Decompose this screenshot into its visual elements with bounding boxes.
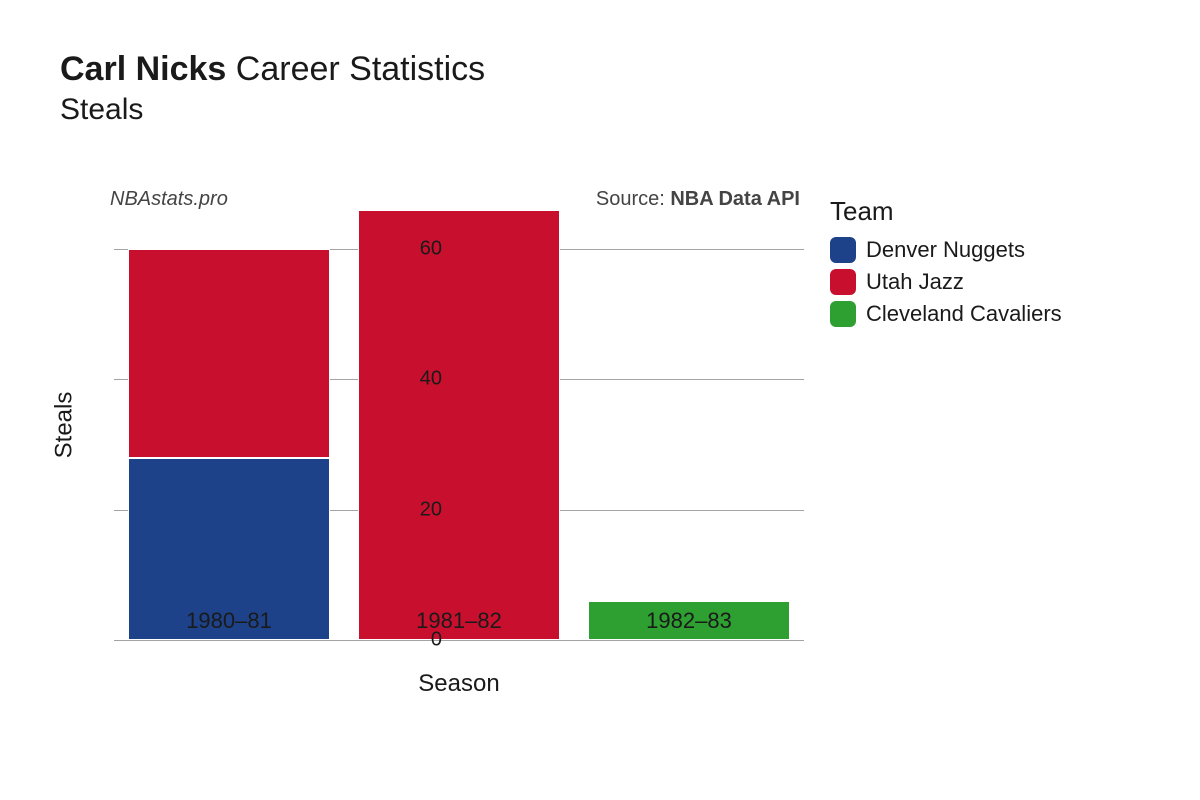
- chart-container: Carl Nicks Career Statistics Steals NBAs…: [0, 0, 1200, 800]
- y-axis-label: Steals: [52, 210, 76, 640]
- chart-zone: Steals Season Team Denver NuggetsUtah Ja…: [60, 170, 1140, 730]
- x-axis-label: Season: [114, 670, 804, 698]
- y-tick-label: 20: [402, 498, 442, 521]
- legend-title: Team: [830, 196, 1062, 227]
- legend-swatch: [830, 301, 856, 327]
- x-tick-label: 1981–82: [416, 608, 502, 634]
- bar-group: [588, 210, 790, 640]
- bar-group: [128, 210, 330, 640]
- legend-swatch: [830, 269, 856, 295]
- legend-label: Denver Nuggets: [866, 237, 1025, 263]
- grid-line: [114, 640, 804, 641]
- title-player: Carl Nicks: [60, 50, 226, 88]
- bar-group: [358, 210, 560, 640]
- chart-subtitle: Steals: [60, 93, 1160, 127]
- legend-label: Utah Jazz: [866, 269, 964, 295]
- legend-item: Cleveland Cavaliers: [830, 301, 1062, 327]
- chart-title: Carl Nicks Career Statistics: [60, 50, 1160, 89]
- legend-item: Denver Nuggets: [830, 237, 1062, 263]
- title-rest: Career Statistics: [236, 50, 485, 88]
- x-tick-label: 1980–81: [186, 608, 272, 634]
- bar-segment: [128, 249, 330, 457]
- legend-item: Utah Jazz: [830, 269, 1062, 295]
- legend-swatch: [830, 237, 856, 263]
- y-tick-label: 60: [402, 238, 442, 261]
- y-tick-label: 40: [402, 368, 442, 391]
- legend-label: Cleveland Cavaliers: [866, 301, 1062, 327]
- x-tick-label: 1982–83: [646, 608, 732, 634]
- bar-segment: [358, 210, 560, 640]
- plot-area: [114, 210, 804, 640]
- legend: Team Denver Nuggets Utah Jazz Cleveland Ca…: [830, 196, 1062, 333]
